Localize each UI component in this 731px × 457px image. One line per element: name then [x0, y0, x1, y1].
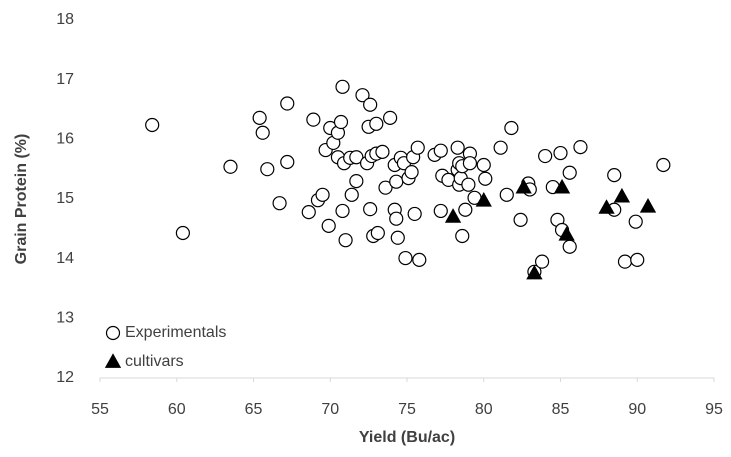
x-tick-label: 90	[628, 401, 646, 418]
y-axis-title: Grain Protein (%)	[13, 134, 30, 265]
data-point	[573, 139, 588, 155]
x-tick-label: 55	[91, 401, 109, 418]
y-tick-label: 16	[56, 131, 74, 148]
data-point	[335, 203, 350, 219]
x-tick-label: 65	[245, 401, 263, 418]
data-point	[476, 157, 491, 173]
legend-label: Experimentals	[125, 324, 226, 341]
data-point	[628, 214, 643, 229]
data-point	[404, 165, 419, 180]
y-tick-label: 13	[56, 310, 74, 327]
legend-marker	[104, 353, 122, 368]
data-point	[493, 140, 508, 155]
data-point	[315, 187, 330, 202]
data-point	[398, 250, 413, 266]
x-tick-label: 95	[705, 401, 723, 418]
x-tick-label: 80	[475, 401, 493, 418]
x-tick-label: 60	[168, 401, 186, 418]
data-point	[450, 140, 465, 155]
data-point	[639, 198, 657, 213]
data-point	[145, 117, 160, 133]
data-point	[260, 162, 275, 177]
data-point	[607, 168, 622, 183]
data-point	[462, 156, 478, 171]
data-point	[389, 211, 404, 226]
data-point	[335, 79, 350, 94]
data-point	[389, 174, 404, 189]
y-tick-label: 14	[56, 250, 74, 267]
data-point	[321, 218, 336, 233]
data-point	[363, 202, 378, 217]
data-point	[458, 202, 473, 217]
data-point	[370, 225, 385, 241]
data-point	[630, 252, 645, 267]
x-tick-label: 85	[552, 401, 570, 418]
data-point	[407, 206, 422, 222]
data-point	[613, 187, 631, 203]
data-point	[538, 148, 553, 164]
x-tick-label: 70	[321, 401, 339, 418]
y-tick-label: 15	[56, 190, 74, 207]
data-point	[280, 96, 295, 111]
data-point	[390, 230, 405, 245]
data-point	[617, 254, 633, 269]
y-tick-label: 12	[56, 369, 74, 386]
data-point	[562, 165, 577, 180]
data-point	[455, 228, 470, 244]
data-point	[475, 192, 492, 207]
data-point	[515, 178, 532, 194]
data-point	[478, 171, 493, 186]
data-point	[344, 187, 359, 202]
data-point	[175, 225, 190, 241]
data-point	[499, 187, 514, 202]
data-point	[598, 199, 615, 214]
data-point	[355, 88, 370, 103]
data-point	[461, 177, 476, 192]
data-point	[349, 174, 364, 189]
legend-marker	[105, 325, 121, 341]
data-point	[412, 252, 427, 267]
data-point	[656, 157, 671, 173]
data-point	[433, 143, 448, 158]
data-point	[375, 144, 390, 159]
data-point	[280, 154, 295, 170]
y-tick-label: 18	[56, 11, 74, 28]
data-point	[349, 150, 364, 165]
data-point	[333, 114, 349, 130]
x-axis-title: Yield (Bu/ac)	[359, 429, 455, 446]
data-point	[306, 112, 321, 127]
data-point	[252, 110, 267, 125]
data-point	[301, 205, 316, 220]
data-point	[562, 239, 577, 254]
data-point	[223, 159, 238, 174]
data-point	[553, 145, 568, 161]
data-point	[410, 140, 425, 155]
legend-label: cultivars	[125, 353, 184, 370]
data-point	[272, 196, 287, 211]
data-point	[553, 178, 571, 194]
data-point	[558, 226, 575, 241]
data-point	[369, 116, 384, 131]
data-point	[378, 180, 393, 195]
data-point	[338, 233, 353, 248]
data-point	[433, 203, 448, 219]
data-point	[534, 254, 550, 269]
data-point	[526, 264, 543, 280]
x-tick-label: 75	[398, 401, 416, 418]
data-point	[255, 125, 270, 140]
data-point	[383, 110, 398, 125]
data-point	[444, 208, 462, 223]
y-tick-label: 17	[56, 71, 74, 88]
data-point	[513, 212, 528, 227]
data-point	[504, 120, 519, 136]
data-point	[363, 97, 378, 112]
